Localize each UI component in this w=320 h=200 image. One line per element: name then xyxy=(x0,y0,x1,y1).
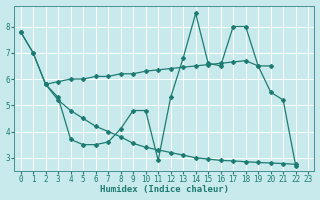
X-axis label: Humidex (Indice chaleur): Humidex (Indice chaleur) xyxy=(100,185,229,194)
